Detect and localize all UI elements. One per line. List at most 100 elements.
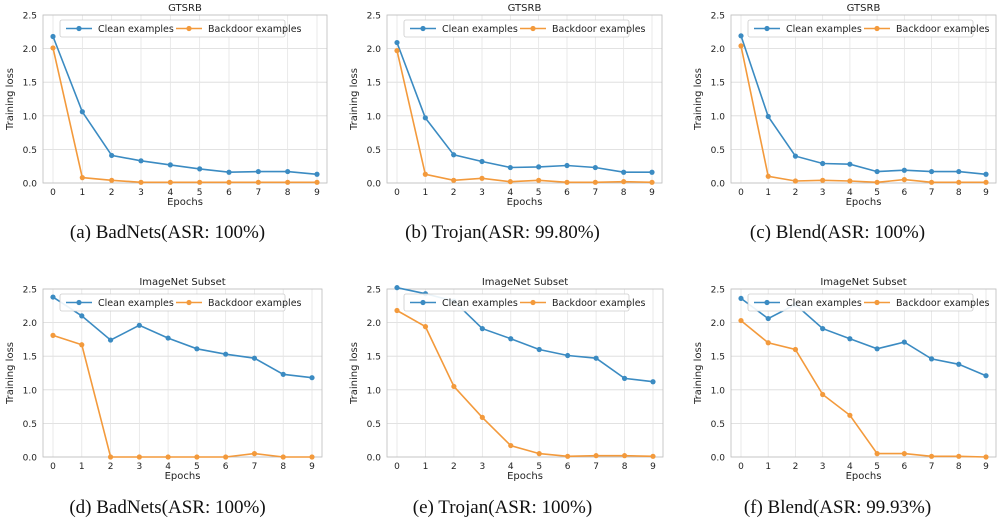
data-point <box>564 162 570 169</box>
x-tick-label: 3 <box>138 188 144 198</box>
data-point <box>394 48 400 54</box>
data-point <box>738 317 744 324</box>
x-tick-label: 6 <box>226 188 232 198</box>
data-point <box>138 158 144 164</box>
chart-4: 0.0 0.5 1.0 1.5 2.0 2.5 0 1 2 3 4 5 6 7 8 9 Clean exampl… <box>349 277 664 482</box>
data-point <box>901 339 907 345</box>
plot-frame <box>42 14 328 184</box>
y-tick-label: 2.5 <box>711 286 725 296</box>
y-tick-label: 1.5 <box>367 353 381 363</box>
data-point <box>765 315 771 322</box>
data-point <box>536 164 542 170</box>
data-point <box>956 453 962 459</box>
legend-box <box>403 293 630 312</box>
legend-label: Clean examples <box>786 298 862 309</box>
x-tick-label: 2 <box>109 188 115 198</box>
caption-d: (d) BadNets(ASR: 100%) <box>69 497 266 518</box>
y-tick-label: 2.0 <box>711 319 726 329</box>
y-tick-label: 1.5 <box>367 79 381 89</box>
data-point <box>165 335 171 341</box>
data-point <box>983 179 989 185</box>
x-tick-label: 3 <box>479 188 485 198</box>
y-tick-label: 2.5 <box>367 12 381 22</box>
legend-swatch-marker <box>186 299 192 306</box>
x-tick-label: 3 <box>820 188 826 198</box>
x-tick-label: 6 <box>223 462 229 472</box>
x-tick-label: 3 <box>820 462 826 472</box>
data-point <box>901 167 907 173</box>
data-point <box>536 346 542 353</box>
x-tick-label: 0 <box>394 188 400 198</box>
data-point <box>928 356 935 362</box>
data-point <box>50 33 56 40</box>
data-point <box>479 326 485 332</box>
data-point <box>956 361 962 367</box>
x-tick-label: 6 <box>564 188 570 198</box>
data-point <box>223 351 229 357</box>
data-point <box>847 178 853 184</box>
data-point <box>138 179 144 185</box>
x-axis-label: Epochs <box>507 197 543 208</box>
data-point <box>422 171 428 177</box>
data-point <box>592 164 598 171</box>
data-point <box>422 324 429 330</box>
series-line <box>52 334 312 458</box>
y-tick-label: 1.0 <box>23 386 38 396</box>
data-point <box>874 346 880 352</box>
data-point <box>136 454 142 460</box>
y-tick-label: 0.5 <box>23 420 37 430</box>
y-tick-label: 2.5 <box>23 286 37 296</box>
x-tick-label: 5 <box>197 188 203 198</box>
y-tick-label: 2.5 <box>23 12 37 22</box>
data-point <box>255 179 261 185</box>
series-line <box>740 35 987 176</box>
data-point <box>792 346 799 353</box>
data-point <box>649 179 655 185</box>
data-point <box>565 453 571 459</box>
x-tick-label: 9 <box>314 188 320 198</box>
data-point <box>621 179 627 185</box>
data-point <box>79 109 85 115</box>
x-tick-label: 1 <box>423 462 429 472</box>
series-line <box>396 309 654 458</box>
data-point <box>621 169 627 175</box>
data-point <box>536 177 542 183</box>
x-tick-label: 1 <box>79 188 85 198</box>
x-axis-label: Epochs <box>846 471 882 482</box>
data-point <box>765 340 771 346</box>
y-tick-label: 2.0 <box>367 319 382 329</box>
x-axis-label: Epochs <box>846 197 882 208</box>
y-tick-label: 1.5 <box>23 79 37 89</box>
data-point <box>451 152 457 158</box>
legend-swatch-marker <box>874 299 880 306</box>
x-tick-label: 9 <box>983 462 989 472</box>
data-point <box>422 115 428 121</box>
legend-label: Clean examples <box>98 24 174 35</box>
data-point <box>79 342 85 348</box>
data-point <box>820 326 826 332</box>
data-point <box>197 179 203 185</box>
data-point <box>280 454 286 460</box>
x-tick-label: 4 <box>508 462 514 472</box>
x-tick-label: 8 <box>621 188 627 198</box>
data-point <box>165 454 171 460</box>
x-tick-label: 5 <box>874 188 880 198</box>
x-tick-label: 5 <box>536 462 542 472</box>
data-point <box>314 179 320 185</box>
x-tick-label: 1 <box>765 188 771 198</box>
legend-swatch-marker <box>186 25 192 32</box>
y-tick-label: 2.0 <box>367 45 382 55</box>
y-axis-label: Training loss <box>5 342 16 405</box>
data-point <box>901 177 907 183</box>
chart-title: GTSRB <box>168 3 202 14</box>
caption-a: (a) BadNets(ASR: 100%) <box>69 222 266 243</box>
data-point <box>792 153 799 159</box>
x-tick-label: 4 <box>167 188 173 198</box>
data-point <box>738 43 744 49</box>
data-point <box>592 179 598 185</box>
x-tick-label: 0 <box>50 188 56 198</box>
x-tick-label: 1 <box>422 188 428 198</box>
legend-swatch-marker <box>530 299 536 306</box>
x-tick-label: 6 <box>901 462 907 472</box>
x-tick-label: 2 <box>451 462 457 472</box>
